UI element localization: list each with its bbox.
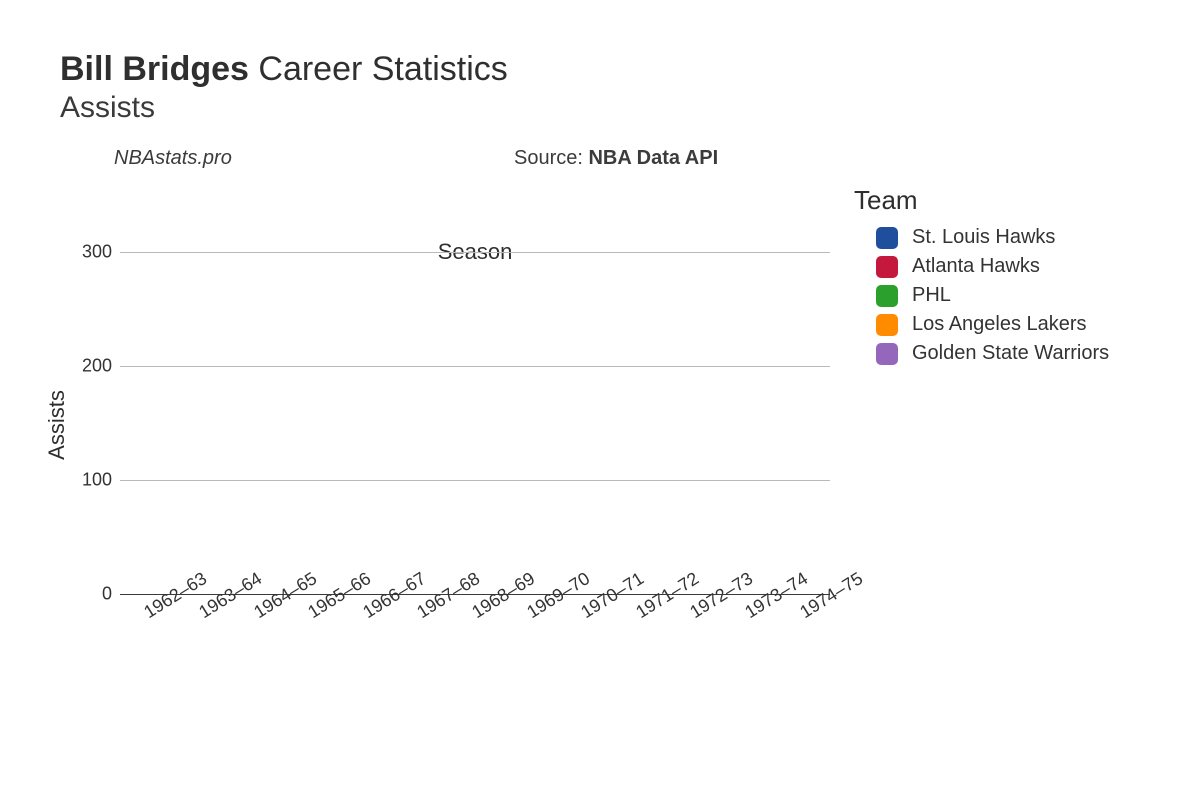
- source-credit: Source: NBA Data API: [514, 147, 718, 170]
- y-tick-label: 0: [70, 584, 112, 605]
- legend-item: St. Louis Hawks: [876, 226, 1109, 249]
- grid-line: [120, 252, 830, 253]
- y-tick-label: 200: [70, 356, 112, 377]
- chart-subtitle: Assists: [60, 91, 1140, 125]
- legend: Team St. Louis Hawks Atlanta Hawks PHL Los …: [854, 185, 1109, 371]
- legend-item: Los Angeles Lakers: [876, 313, 1109, 336]
- title-block: Bill Bridges Career Statistics Assists: [60, 50, 1140, 125]
- legend-item: Atlanta Hawks: [876, 255, 1109, 278]
- bar-slot: [718, 195, 772, 594]
- site-credit: NBAstats.pro: [114, 147, 232, 170]
- legend-swatch: [876, 227, 898, 249]
- title-player-name: Bill Bridges: [60, 50, 249, 88]
- plot-region: 0100200300: [120, 195, 830, 595]
- bar-slot: [664, 195, 718, 594]
- bar-slot: [286, 195, 340, 594]
- legend-item: PHL: [876, 284, 1109, 307]
- y-tick-label: 300: [70, 242, 112, 263]
- legend-swatch: [876, 314, 898, 336]
- grid-line: [120, 480, 830, 481]
- legend-swatch: [876, 285, 898, 307]
- legend-label: St. Louis Hawks: [912, 226, 1055, 249]
- legend-label: Atlanta Hawks: [912, 255, 1040, 278]
- legend-swatch: [876, 256, 898, 278]
- bars-group: [120, 195, 830, 594]
- title-suffix: Career Statistics: [249, 50, 508, 88]
- legend-label: PHL: [912, 284, 951, 307]
- bar-slot: [772, 195, 826, 594]
- grid-line: [120, 366, 830, 367]
- x-ticks: 1962–631963–641964–651965–661966–671967–…: [120, 595, 830, 665]
- y-axis-label: Assists: [44, 390, 70, 460]
- bar-slot: [394, 195, 448, 594]
- source-label: Source:: [514, 147, 588, 169]
- bar-slot: [232, 195, 286, 594]
- chart-area: Assists 0100200300 1962–631963–641964–65…: [60, 185, 830, 665]
- legend-label: Golden State Warriors: [912, 342, 1109, 365]
- bar-slot: [124, 195, 178, 594]
- bar-slot: [610, 195, 664, 594]
- legend-label: Los Angeles Lakers: [912, 313, 1087, 336]
- meta-row: NBAstats.pro Source: NBA Data API: [114, 147, 1140, 181]
- chart-container: Bill Bridges Career Statistics Assists N…: [0, 0, 1200, 800]
- chart-title: Bill Bridges Career Statistics: [60, 50, 1140, 89]
- bar-slot: [502, 195, 556, 594]
- y-tick-label: 100: [70, 470, 112, 491]
- bar-slot: [556, 195, 610, 594]
- source-value: NBA Data API: [588, 147, 718, 169]
- bar-slot: [178, 195, 232, 594]
- legend-item: Golden State Warriors: [876, 342, 1109, 365]
- bar-slot: [340, 195, 394, 594]
- legend-swatch: [876, 343, 898, 365]
- bar-slot: [448, 195, 502, 594]
- legend-title: Team: [854, 185, 1109, 216]
